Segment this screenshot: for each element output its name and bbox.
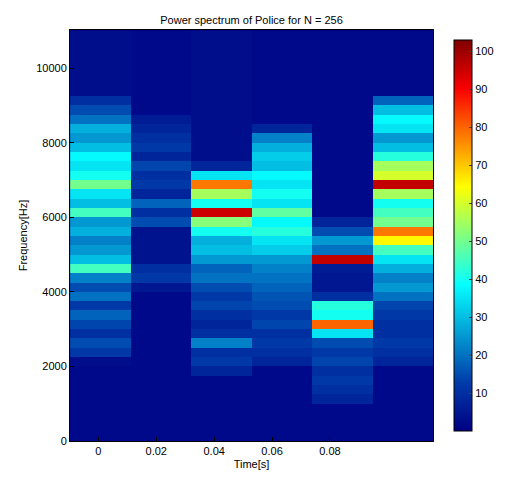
svg-text:0.04: 0.04 (203, 445, 224, 457)
svg-text:4000: 4000 (42, 286, 66, 298)
svg-text:Time[s]: Time[s] (234, 458, 270, 470)
svg-text:30: 30 (475, 311, 487, 323)
svg-text:2000: 2000 (42, 360, 66, 372)
svg-text:80: 80 (475, 121, 487, 133)
svg-text:50: 50 (475, 235, 487, 247)
svg-text:0: 0 (61, 435, 67, 447)
svg-text:6000: 6000 (42, 211, 66, 223)
svg-text:100: 100 (475, 45, 493, 57)
svg-text:20: 20 (475, 349, 487, 361)
svg-text:70: 70 (475, 159, 487, 171)
svg-text:90: 90 (475, 83, 487, 95)
svg-text:Frequency[Hz]: Frequency[Hz] (17, 200, 29, 272)
svg-text:10: 10 (475, 387, 487, 399)
svg-text:8000: 8000 (42, 137, 66, 149)
svg-text:10000: 10000 (36, 62, 67, 74)
svg-text:0.06: 0.06 (261, 445, 282, 457)
svg-text:Power spectrum of Police for N: Power spectrum of Police for N = 256 (160, 14, 343, 26)
svg-text:0.08: 0.08 (319, 445, 340, 457)
svg-text:0.02: 0.02 (146, 445, 167, 457)
svg-text:0: 0 (95, 445, 101, 457)
svg-text:60: 60 (475, 197, 487, 209)
svg-text:40: 40 (475, 273, 487, 285)
